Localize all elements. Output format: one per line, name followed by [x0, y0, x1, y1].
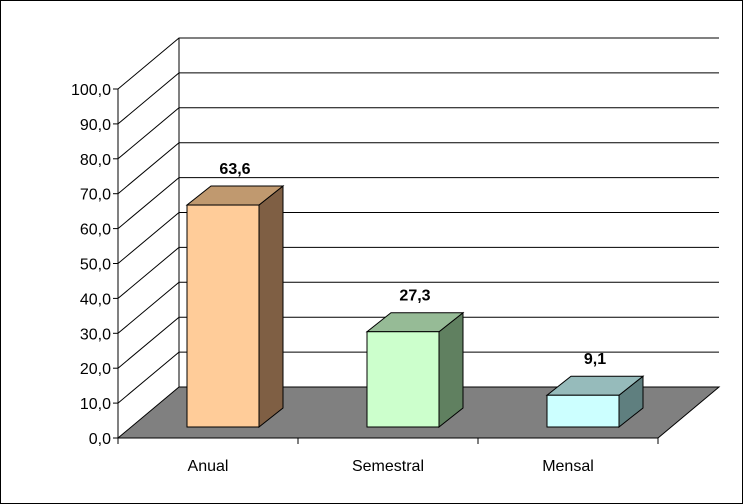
gridline [117, 37, 719, 90]
y-tick-label: 60,0 [80, 222, 111, 239]
y-tick-label: 0,0 [89, 431, 111, 448]
y-tick-label: 90,0 [80, 117, 111, 134]
y-tick-label: 20,0 [80, 361, 111, 378]
bar-side-semestral [438, 311, 464, 429]
y-tick-label: 10,0 [80, 396, 111, 413]
y-tick-label: 100,0 [71, 82, 111, 99]
bar-semestral [366, 331, 440, 428]
x-category-label: Semestral [352, 458, 424, 475]
data-label-mensal: 9,1 [584, 351, 606, 368]
gridline [117, 107, 719, 160]
x-category-label: Anual [188, 458, 229, 475]
y-tick-label: 80,0 [80, 152, 111, 169]
bar-anual [186, 204, 260, 428]
data-label-anual: 63,6 [219, 161, 250, 178]
data-label-semestral: 27,3 [399, 288, 430, 305]
y-tick-label: 50,0 [80, 257, 111, 274]
bar-mensal [546, 394, 620, 428]
y-tick-label: 30,0 [80, 326, 111, 343]
y-tick-label: 70,0 [80, 187, 111, 204]
x-category-label: Mensal [542, 458, 594, 475]
gridline [117, 72, 719, 125]
gridline [117, 142, 719, 195]
y-tick-label: 40,0 [80, 291, 111, 308]
bar-side-anual [258, 185, 284, 429]
